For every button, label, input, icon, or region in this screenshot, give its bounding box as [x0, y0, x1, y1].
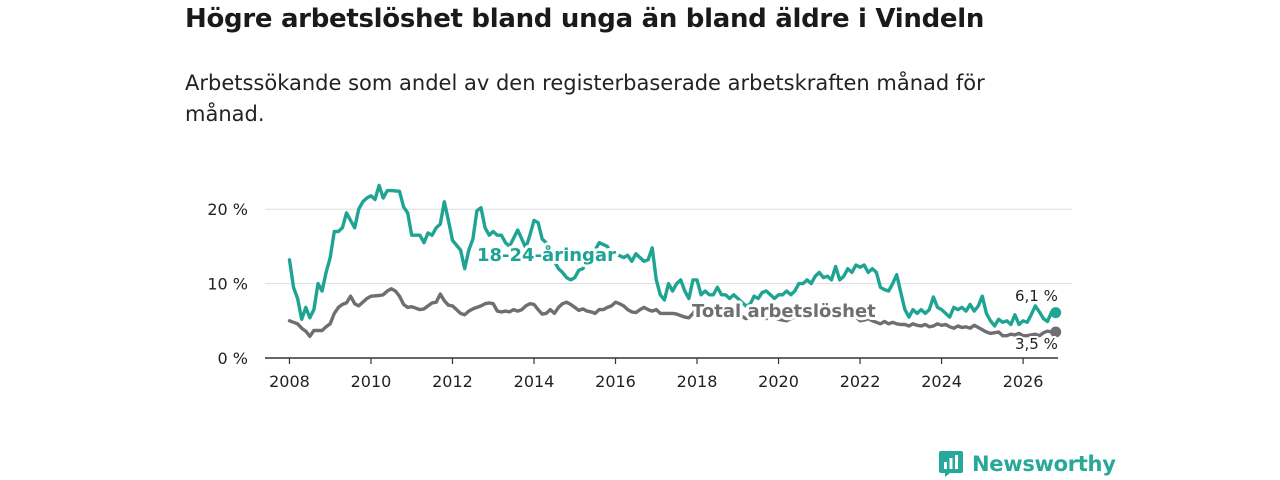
- series-label-total: Total arbetslöshet: [692, 301, 876, 322]
- end-point-marker: [1050, 307, 1062, 319]
- chart-title: Högre arbetslöshet bland unga än bland ä…: [185, 4, 985, 34]
- series-line-total: [287, 287, 1058, 339]
- x-tick-label: 2008: [269, 372, 310, 391]
- x-tick-label: 2016: [595, 372, 636, 391]
- x-tick-label: 2014: [514, 372, 555, 391]
- x-tick-label: 2010: [351, 372, 392, 391]
- y-tick-label: 20 %: [207, 200, 248, 219]
- end-point-marker: [1050, 326, 1062, 338]
- newsworthy-logo-icon: [939, 451, 963, 477]
- x-tick-label: 2022: [840, 372, 881, 391]
- chart-subtitle: Arbetssökande som andel av den registerb…: [185, 71, 985, 126]
- x-tick-label: 2024: [921, 372, 962, 391]
- x-tick-label: 2012: [432, 372, 473, 391]
- x-tick-label: 2020: [758, 372, 799, 391]
- y-tick-label: 0 %: [218, 349, 248, 368]
- x-axis: 2008 2010 2012 2014 2016 2018 2020 2022 2024 2026: [265, 357, 1058, 391]
- end-value-label-youth: 6,1 %: [1015, 287, 1058, 305]
- series-labels: 18-24-åringar Total arbetslöshet 6,1 % 3,5 …: [474, 241, 1060, 355]
- series-line-youth: [287, 183, 1058, 328]
- newsworthy-brand[interactable]: Newsworthy: [938, 450, 1116, 478]
- x-tick-label: 2026: [1003, 372, 1044, 391]
- series-label-youth: 18-24-åringar: [477, 244, 616, 266]
- x-tick-label: 2018: [677, 372, 718, 391]
- y-axis-ticks: 0 % 10 % 20 %: [207, 200, 248, 368]
- end-value-label-total: 3,5 %: [1015, 335, 1058, 353]
- brand-name: Newsworthy: [972, 452, 1116, 476]
- gridlines: [265, 208, 1072, 285]
- series-lines: [287, 183, 1062, 339]
- y-tick-label: 10 %: [207, 275, 248, 294]
